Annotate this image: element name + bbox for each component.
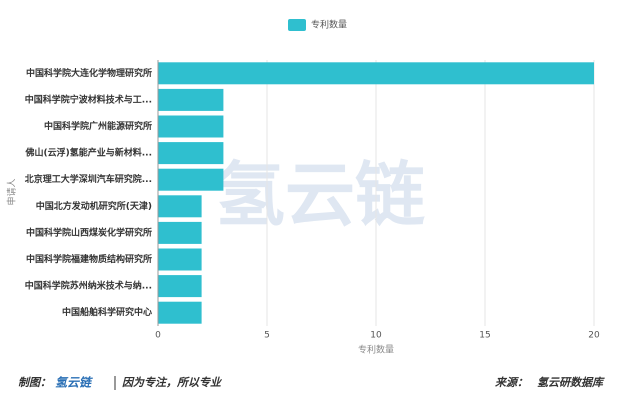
y-tick-label: 中国科学院山西煤炭化学研究所 <box>26 226 152 238</box>
y-tick-label: 中国科学院苏州纳米技术与纳... <box>25 280 152 292</box>
footer-made-by: 制图： <box>18 376 51 389</box>
bar <box>158 62 594 85</box>
bar <box>158 142 224 165</box>
bar <box>158 248 202 271</box>
legend-swatch <box>288 19 306 31</box>
footer-brand: 氢云链 <box>55 376 93 390</box>
x-tick-label: 20 <box>588 331 600 341</box>
footer-source-label: 来源： <box>495 376 528 389</box>
x-tick-label: 10 <box>370 331 382 341</box>
bar <box>158 88 224 111</box>
y-tick-label: 中国北方发动机研究所(天津) <box>36 200 152 212</box>
y-axis-label: 申请人 <box>6 178 18 205</box>
x-axis-label: 专利数量 <box>358 344 394 356</box>
x-tick-label: 15 <box>479 331 490 341</box>
legend-label: 专利数量 <box>311 19 347 31</box>
x-tick-label: 5 <box>264 331 270 341</box>
footer-slogan: 因为专注，所以专业 <box>122 376 223 389</box>
y-tick-label: 北京理工大学深圳汽车研究院... <box>25 173 152 185</box>
bar <box>158 221 202 244</box>
bar <box>158 168 224 191</box>
bar <box>158 195 202 218</box>
y-tick-label: 中国科学院大连化学物理研究所 <box>26 67 152 79</box>
x-tick-label: 0 <box>155 331 161 341</box>
bar <box>158 115 224 138</box>
y-tick-label: 中国科学院广州能源研究所 <box>44 120 152 132</box>
y-tick-label: 中国船舶科学研究中心 <box>62 306 152 318</box>
y-tick-label: 中国科学院宁波材料技术与工... <box>25 93 152 105</box>
y-tick-label: 中国科学院福建物质结构研究所 <box>26 253 152 265</box>
footer-source: 氢云研数据库 <box>537 376 605 389</box>
y-tick-label: 佛山(云浮)氢能产业与新材料... <box>25 147 152 159</box>
bar <box>158 301 202 324</box>
bar <box>158 275 202 298</box>
watermark: 氢云链 <box>215 154 425 236</box>
